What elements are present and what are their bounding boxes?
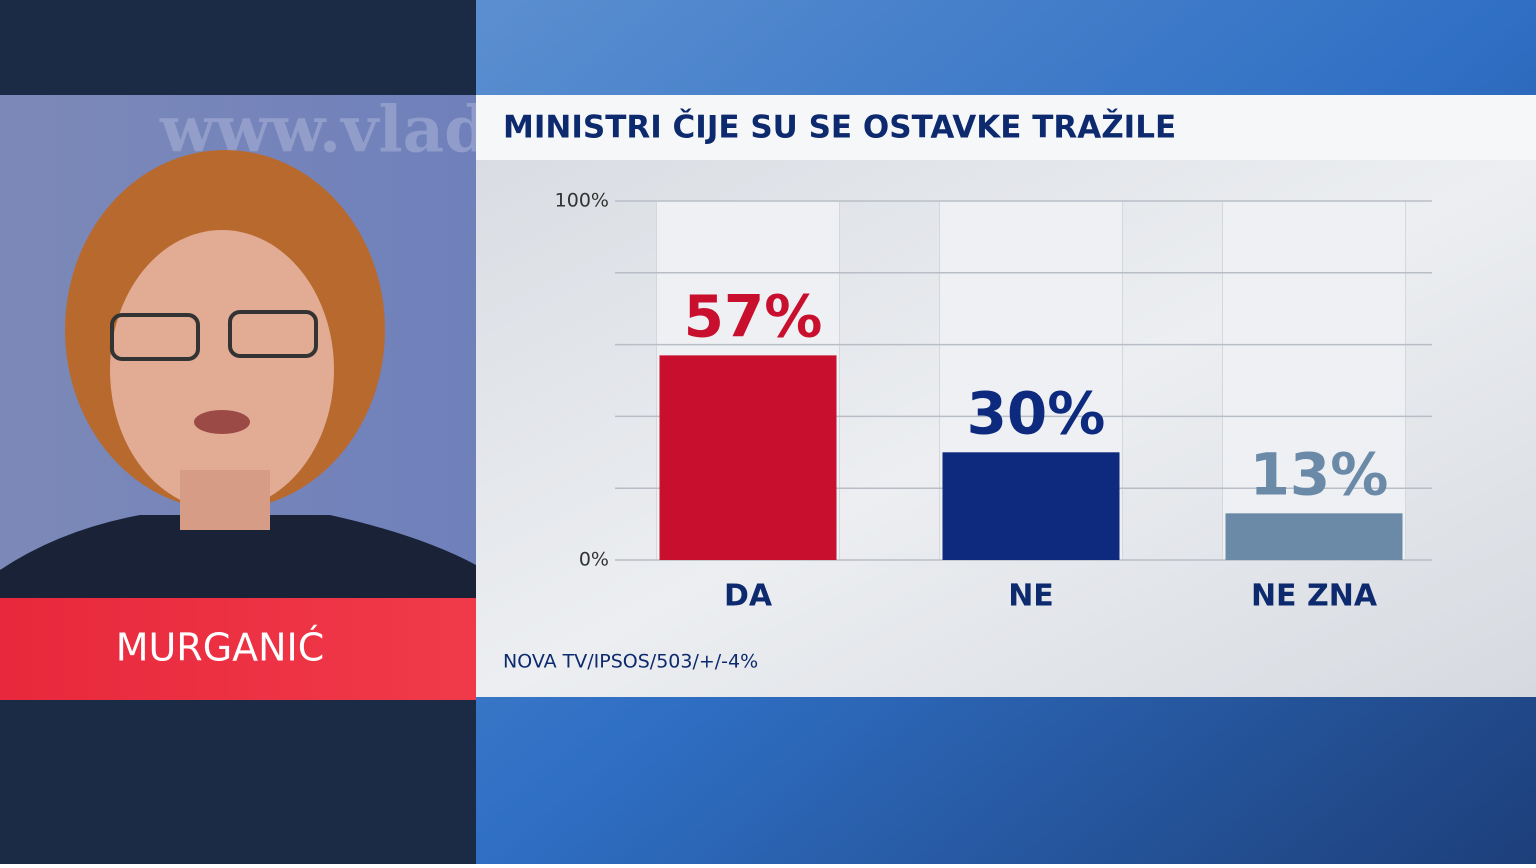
source: NOVA TV/IPSOS/503/+/-4% xyxy=(503,651,758,673)
value-label: 30% xyxy=(967,379,1106,447)
value-label: 57% xyxy=(684,282,823,350)
x-tick-label: NE xyxy=(1008,579,1054,614)
y-tick-label: 100% xyxy=(555,190,609,212)
value-label: 13% xyxy=(1250,440,1389,508)
bar xyxy=(1225,513,1403,560)
y-tick-label: 0% xyxy=(579,549,609,571)
title-bar xyxy=(476,95,1536,160)
plot: 0% 100% DA 57% NE 30% NE ZNA 13% xyxy=(555,190,1432,614)
x-tick-label: DA xyxy=(724,579,773,614)
name-bar xyxy=(0,598,476,700)
x-tick-label: NE ZNA xyxy=(1251,579,1378,614)
bar xyxy=(659,355,837,560)
person-name: MURGANIĆ xyxy=(116,626,325,670)
person-silhouette xyxy=(0,150,476,598)
chart-title: MINISTRI ČIJE SU SE OSTAVKE TRAŽILE xyxy=(503,109,1176,146)
column-background xyxy=(1222,200,1406,561)
bar xyxy=(942,452,1120,560)
